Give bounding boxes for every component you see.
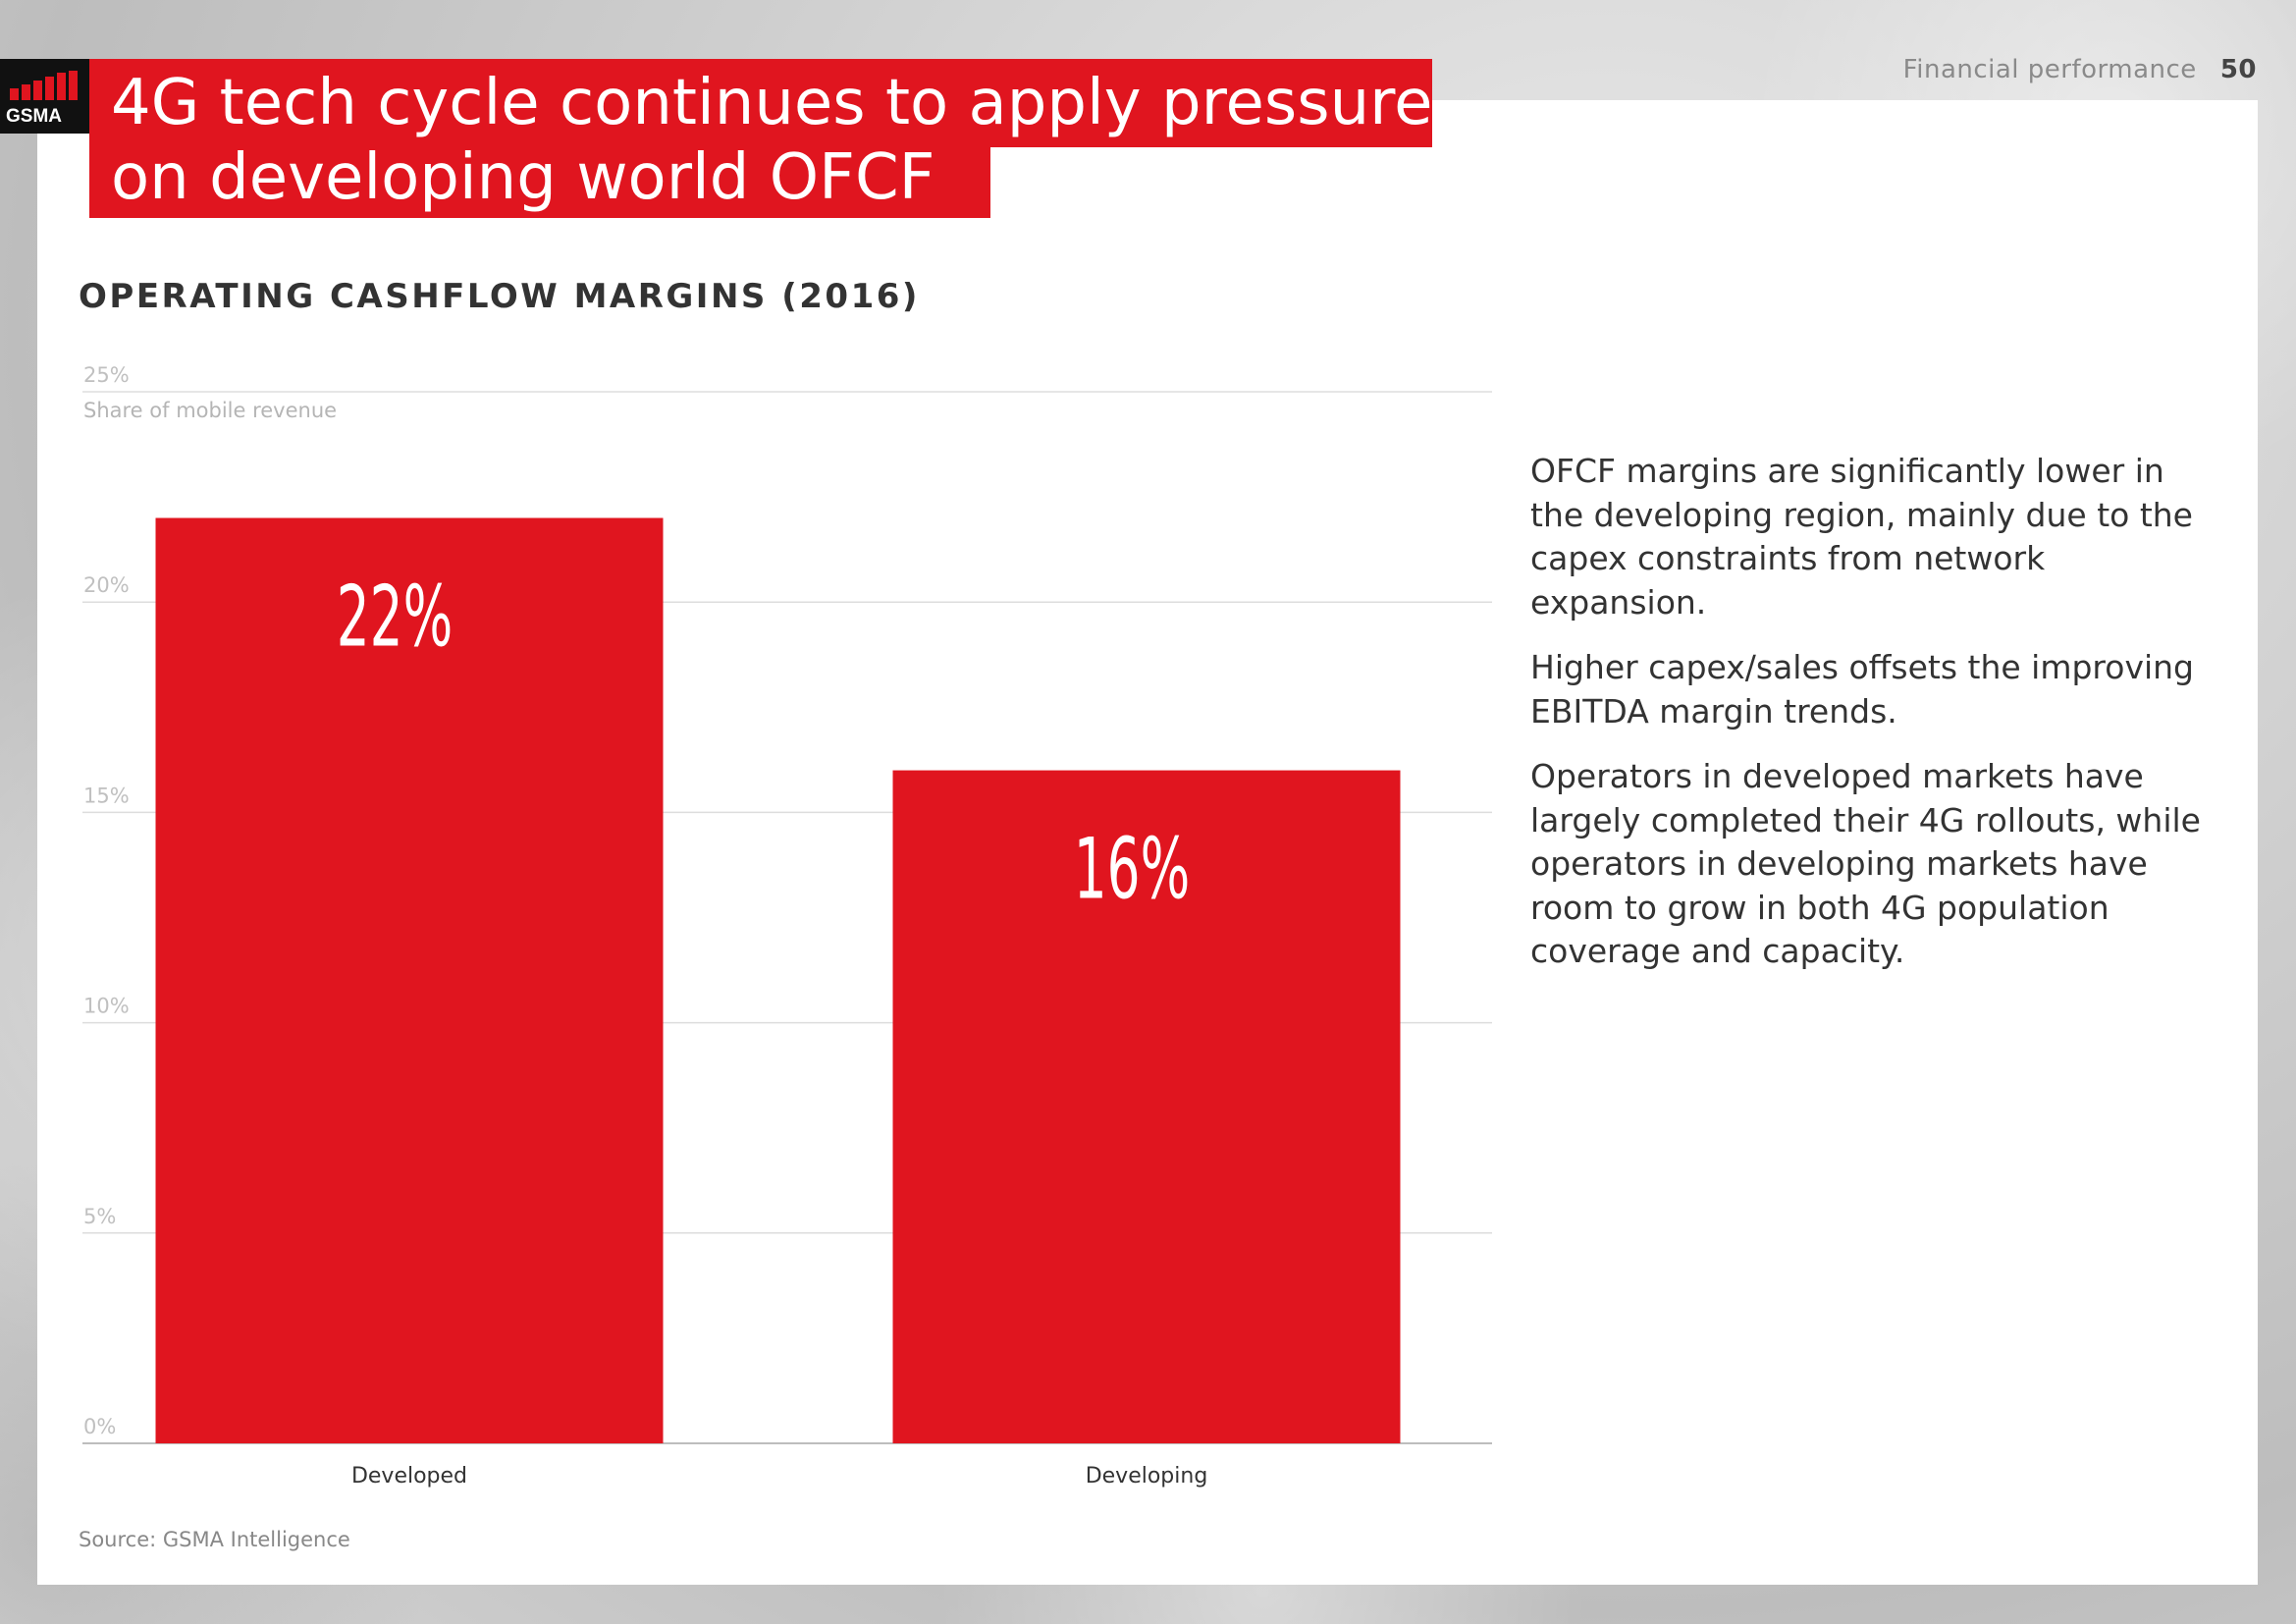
section-title: Financial performance	[1902, 55, 2197, 84]
y-axis-label: Share of mobile revenue	[83, 399, 337, 422]
bar-chart: 0% 5% 10% 15% 20% 25% Share of mobile revenue…	[82, 363, 1492, 1489]
bar	[892, 770, 1401, 1443]
y-tick-label: 25%	[83, 363, 130, 387]
chart-title: OPERATING CASHFLOW MARGINS (2016)	[79, 277, 920, 316]
section-header: Financial performance 50	[1903, 55, 2257, 84]
y-tick-label: 0%	[83, 1415, 116, 1438]
category-label: Developed	[351, 1464, 467, 1489]
category-label: Developing	[1086, 1464, 1208, 1489]
source-note: Source: GSMA Intelligence	[79, 1528, 350, 1551]
y-tick-label: 15%	[83, 784, 130, 807]
y-tick-label: 10%	[83, 995, 130, 1018]
page-number: 50	[2219, 55, 2257, 84]
commentary: OFCF margins are significantly lower in …	[1530, 450, 2217, 996]
logo-text: GSMA	[6, 106, 62, 127]
bar-data-label: 16%	[1074, 820, 1191, 918]
commentary-paragraph: Operators in developed markets have larg…	[1530, 757, 2201, 970]
bar	[155, 517, 664, 1443]
page-title-line-2: on developing world OFCF	[89, 143, 990, 218]
gsma-logo: GSMA	[0, 59, 89, 134]
category-labels: Developed Developing	[351, 1464, 1207, 1489]
page-title-line-1: 4G tech cycle continues to apply pressur…	[89, 59, 1432, 147]
commentary-paragraph: Higher capex/sales offsets the improving…	[1530, 648, 2195, 731]
bar-data-label: 22%	[337, 568, 454, 666]
bars: 22% 16%	[155, 517, 1401, 1443]
gsma-bars-icon	[10, 71, 78, 100]
y-axis-ticks: 0% 5% 10% 15% 20% 25%	[83, 363, 130, 1438]
y-tick-label: 20%	[83, 573, 130, 597]
commentary-paragraph: OFCF margins are significantly lower in …	[1530, 452, 2193, 622]
y-tick-label: 5%	[83, 1205, 116, 1228]
